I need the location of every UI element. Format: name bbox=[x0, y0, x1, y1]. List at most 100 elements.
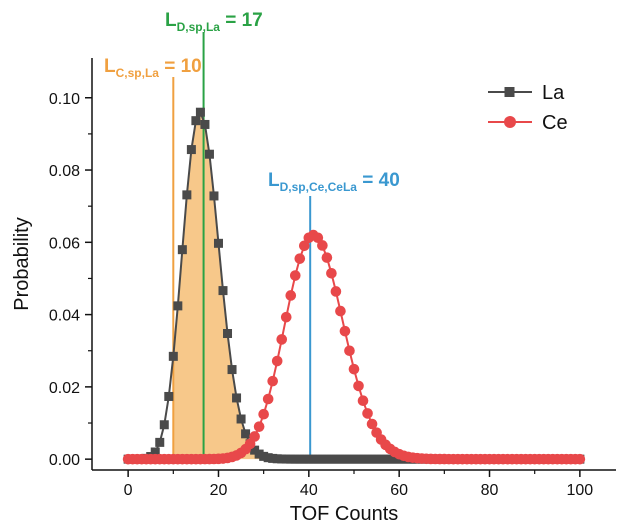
y-tick-label: 0.04 bbox=[49, 308, 80, 325]
point-la bbox=[367, 454, 377, 464]
point-la bbox=[250, 445, 260, 455]
point-la bbox=[326, 454, 336, 464]
point-la bbox=[331, 454, 341, 464]
annotation-main-letter: L bbox=[104, 56, 116, 77]
point-ce bbox=[271, 355, 283, 367]
axes: 0 20 40 60 80 100 0.00 0.02 0.04 0.06 0.08 0.10 TOF … bbox=[11, 58, 616, 525]
point-ce bbox=[280, 311, 292, 323]
point-la bbox=[155, 437, 165, 447]
point-ce bbox=[339, 325, 351, 337]
annotation-value: = 10 bbox=[159, 56, 202, 77]
point-ce bbox=[249, 431, 260, 442]
point-ce bbox=[289, 270, 301, 281]
point-la bbox=[182, 190, 192, 200]
point-la bbox=[159, 420, 169, 430]
point-ce bbox=[366, 418, 378, 430]
y-tick-label: 0.00 bbox=[49, 452, 80, 469]
point-la bbox=[177, 245, 187, 255]
legend-marker-ce bbox=[504, 116, 516, 128]
point-la bbox=[390, 454, 400, 464]
point-la bbox=[363, 454, 373, 464]
point-ce bbox=[335, 305, 346, 317]
y-tick-label: 0.10 bbox=[49, 91, 80, 108]
point-ce bbox=[357, 395, 369, 407]
annotation-main-letter: L bbox=[165, 10, 177, 31]
series-layer bbox=[122, 107, 586, 465]
point-la bbox=[304, 454, 314, 464]
point-la bbox=[340, 454, 350, 464]
legend-label-ce: Ce bbox=[542, 112, 568, 134]
point-la bbox=[308, 454, 318, 464]
point-ce bbox=[348, 363, 360, 375]
legend-label-la: La bbox=[542, 82, 565, 104]
point-la bbox=[344, 454, 354, 464]
point-la bbox=[236, 414, 246, 424]
shaded-area bbox=[173, 112, 580, 460]
point-la bbox=[349, 454, 359, 464]
legend-marker-la bbox=[504, 87, 515, 97]
point-la bbox=[195, 107, 205, 117]
point-ce bbox=[362, 408, 373, 419]
point-la bbox=[381, 454, 391, 464]
x-axis-title: TOF Counts bbox=[290, 503, 399, 525]
point-la bbox=[281, 454, 291, 464]
annotation-value: = 40 bbox=[357, 170, 400, 191]
point-ce bbox=[253, 421, 265, 432]
y-tick-label: 0.08 bbox=[49, 163, 80, 180]
point-ce bbox=[330, 286, 342, 297]
point-la bbox=[263, 453, 273, 463]
point-la bbox=[209, 191, 219, 201]
point-ce bbox=[317, 240, 328, 251]
x-tick-label: 40 bbox=[300, 482, 318, 499]
annotation-subscript: C,sp,La bbox=[116, 66, 160, 80]
point-la bbox=[232, 393, 242, 403]
point-ce bbox=[344, 345, 355, 357]
point-la bbox=[164, 391, 174, 401]
point-la bbox=[200, 119, 210, 129]
point-la bbox=[354, 454, 364, 464]
y-axis-title: Probability bbox=[11, 217, 33, 310]
point-ce bbox=[326, 267, 337, 279]
annotation-main-letter: L bbox=[268, 170, 280, 191]
point-ce bbox=[285, 290, 297, 301]
point-la bbox=[204, 149, 214, 159]
shaded-region-layer bbox=[173, 112, 580, 460]
point-la bbox=[313, 454, 323, 464]
point-la bbox=[385, 454, 395, 464]
y-tick-label: 0.06 bbox=[49, 235, 80, 252]
point-la bbox=[277, 454, 287, 464]
annotation-ld-la: LD,sp,La = 17 bbox=[165, 10, 263, 34]
x-tick-label: 80 bbox=[481, 482, 499, 499]
point-la bbox=[168, 351, 178, 361]
point-la bbox=[317, 454, 327, 464]
point-ce bbox=[262, 393, 274, 405]
x-tick-label: 100 bbox=[567, 482, 594, 499]
point-la bbox=[186, 145, 196, 155]
x-tick-label: 20 bbox=[210, 482, 228, 499]
point-ce bbox=[312, 232, 324, 244]
series-ce bbox=[122, 229, 586, 465]
point-la bbox=[173, 301, 183, 311]
point-ce bbox=[258, 408, 269, 420]
point-la bbox=[254, 449, 264, 459]
point-ce bbox=[574, 453, 586, 465]
point-la bbox=[290, 454, 300, 464]
y-tick-label: 0.02 bbox=[49, 380, 80, 397]
point-la bbox=[191, 116, 201, 126]
point-la bbox=[241, 429, 251, 439]
point-ce bbox=[299, 240, 310, 252]
annotation-ld-ce: LD,sp,Ce,CeLa = 40 bbox=[268, 170, 400, 194]
point-la bbox=[213, 238, 223, 248]
point-la bbox=[223, 329, 233, 339]
point-la bbox=[376, 454, 386, 464]
point-ce bbox=[321, 252, 333, 263]
x-tick-label: 0 bbox=[124, 482, 133, 499]
annotation-lc: LC,sp,La = 10 bbox=[104, 56, 202, 80]
x-tick-label: 60 bbox=[390, 482, 408, 499]
legend: La Ce bbox=[488, 82, 568, 134]
point-la bbox=[268, 453, 278, 463]
point-la bbox=[259, 451, 269, 461]
point-la bbox=[358, 454, 368, 464]
